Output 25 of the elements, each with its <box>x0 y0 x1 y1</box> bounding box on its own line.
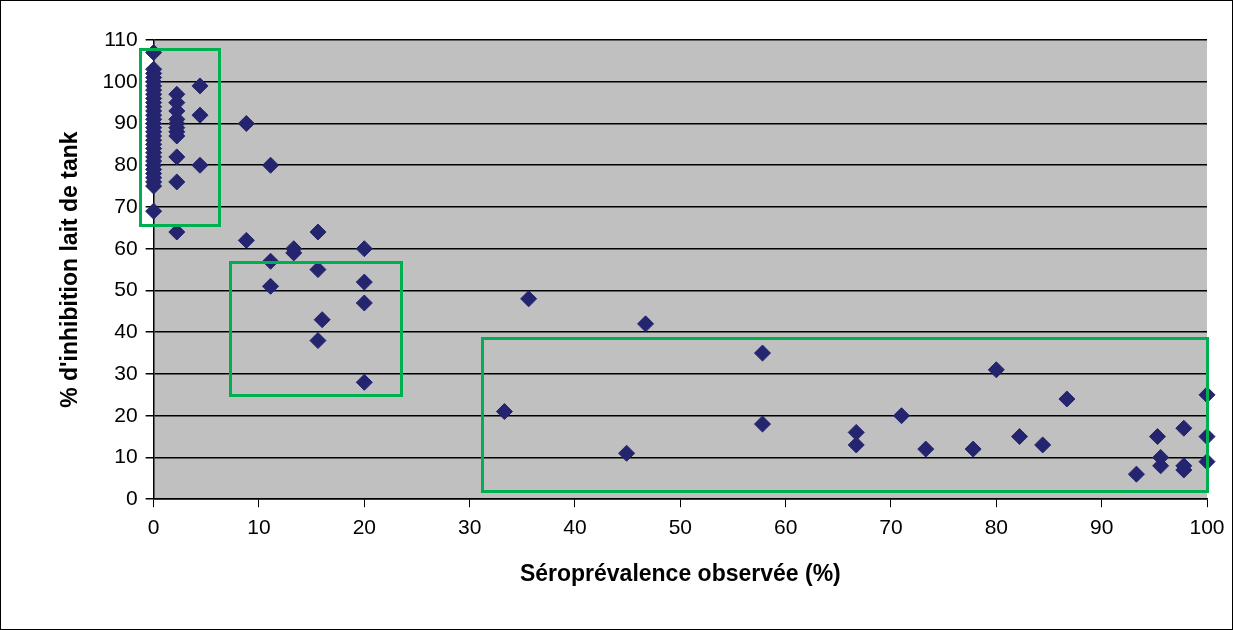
x-tick-label: 20 <box>352 514 376 538</box>
x-tick-label: 10 <box>247 514 271 538</box>
y-tick-label: 90 <box>114 110 138 134</box>
x-tick-label: 40 <box>563 514 587 538</box>
x-tick-label: 50 <box>668 514 692 538</box>
x-tick-label: 0 <box>147 514 160 538</box>
y-tick-label: 30 <box>114 360 138 384</box>
x-tick-label: 100 <box>1189 514 1225 538</box>
y-tick-label: 60 <box>114 235 138 259</box>
x-axis-title: Séroprévalence observée (%) <box>519 559 841 586</box>
y-tick-label: 80 <box>114 152 138 176</box>
y-tick-label: 100 <box>102 68 138 92</box>
x-tick-label: 70 <box>879 514 903 538</box>
y-tick-label: 0 <box>125 486 138 509</box>
y-tick-label: 10 <box>114 444 138 468</box>
x-tick-label: 30 <box>457 514 482 538</box>
y-axis-title: % d'inhibition lait de tank <box>56 131 83 408</box>
y-tick-label: 40 <box>114 319 138 343</box>
y-tick-label: 20 <box>114 402 138 426</box>
x-tick-label: 90 <box>1089 514 1114 538</box>
y-tick-label: 70 <box>114 193 138 217</box>
y-tick-label: 50 <box>114 277 138 301</box>
x-tick-label: 60 <box>773 514 798 538</box>
x-tick-label: 80 <box>984 514 1009 538</box>
y-tick-label: 110 <box>104 26 138 50</box>
